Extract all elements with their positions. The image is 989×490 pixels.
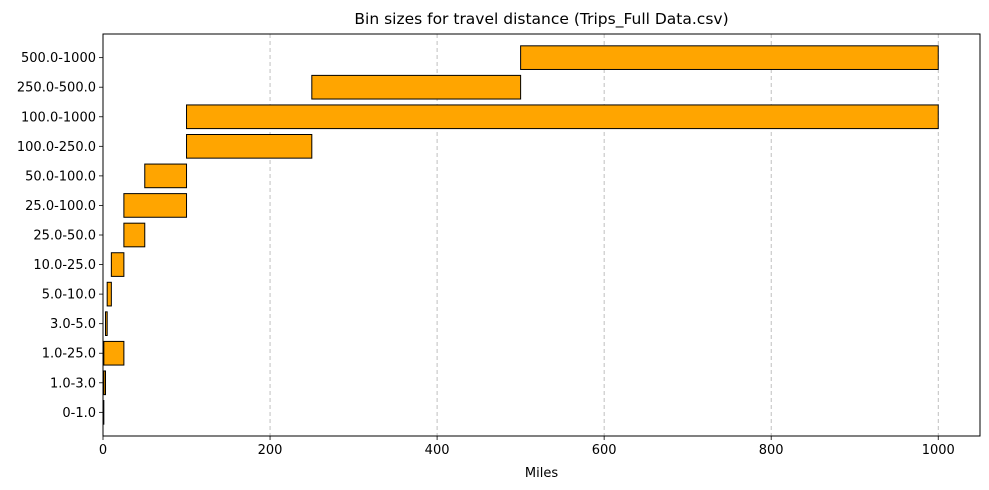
bar-1.0-25.0: [103, 340, 125, 366]
plot-area-frame: [102, 33, 981, 437]
y-tick-label: 0-1.0: [62, 406, 96, 421]
y-axis-ticks: 0-1.0 1.0-3.0 1.0-25.0 3.0-5.0 5.0-10.0 10.0-…: [17, 51, 103, 421]
bar-25.0-50.0: [123, 222, 146, 248]
x-tick-label: 1000: [922, 443, 955, 458]
y-tick-label: 10.0-25.0: [33, 258, 96, 273]
x-tick-label: 800: [759, 443, 784, 458]
bar-3.0-5.0: [105, 311, 108, 336]
x-tick-label: 200: [258, 443, 283, 458]
bar-1.0-3.0: [103, 370, 107, 396]
y-tick-label: 100.0-250.0: [17, 140, 96, 155]
y-tick-label: 1.0-3.0: [50, 376, 96, 391]
y-tick-label: 50.0-100.0: [25, 169, 96, 184]
x-tick-label: 600: [592, 443, 617, 458]
y-tick-label: 100.0-1000: [21, 110, 96, 125]
y-tick-label: 500.0-1000: [21, 51, 96, 66]
chart-title: Bin sizes for travel distance (Trips_Ful…: [354, 10, 728, 29]
y-tick-label: 25.0-100.0: [25, 199, 96, 214]
bar-10.0-25.0: [110, 252, 125, 277]
y-tick-label: 25.0-50.0: [33, 229, 96, 244]
x-tick-label: 0: [99, 443, 107, 458]
bar-500.0-1000: [520, 45, 939, 70]
y-tick-label: 250.0-500.0: [17, 81, 96, 96]
bar-250.0-500.0: [311, 74, 522, 100]
bar-100.0-250.0: [186, 134, 313, 159]
bar-25.0-100.0: [123, 193, 188, 218]
x-gridlines: [269, 34, 939, 436]
y-tick-label: 1.0-25.0: [42, 347, 96, 362]
bar-5.0-10.0: [106, 281, 112, 307]
y-tick-label: 3.0-5.0: [50, 317, 96, 332]
bar-100.0-1000: [186, 104, 939, 130]
y-tick-label: 5.0-10.0: [42, 288, 96, 303]
bar-50.0-100.0: [144, 163, 188, 189]
bars: [102, 45, 939, 425]
x-axis-ticks: 0 200 400 600 800 1000: [99, 436, 955, 458]
x-axis-label: Miles: [525, 466, 558, 481]
x-tick-label: 400: [425, 443, 450, 458]
